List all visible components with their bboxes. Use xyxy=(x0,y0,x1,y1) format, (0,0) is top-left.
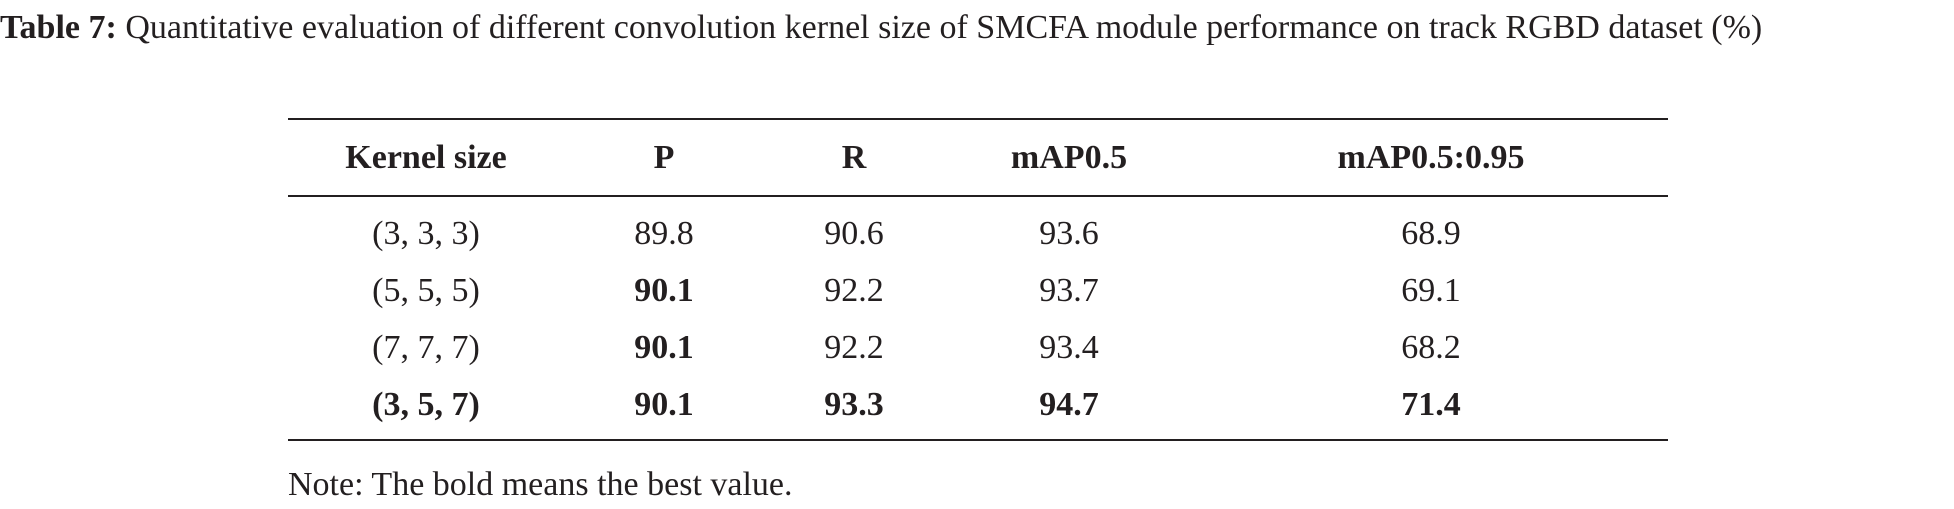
header-map05-095: mAP0.5:0.95 xyxy=(1337,138,1525,176)
cell-p: 90.1 xyxy=(634,271,694,309)
cell-r: 92.2 xyxy=(824,271,884,309)
cell-r: 92.2 xyxy=(824,328,884,366)
cell-map05: 93.4 xyxy=(1039,328,1099,366)
header-p: P xyxy=(653,138,675,176)
cell-kernel-size: (5, 5, 5) xyxy=(372,271,480,309)
cell-r: 90.6 xyxy=(824,214,884,252)
cell-map05-095: 68.9 xyxy=(1401,214,1461,252)
cell-p: 90.1 xyxy=(634,328,694,366)
table-row: (3, 3, 3) 89.8 90.6 93.6 68.9 xyxy=(288,196,1668,262)
cell-map05-095: 68.2 xyxy=(1401,328,1461,366)
results-table-container: Kernel size P R mAP0.5 mAP0.5:0.95 (3, 3… xyxy=(288,118,1668,441)
caption-label: Table 7: xyxy=(0,9,117,46)
cell-map05: 93.7 xyxy=(1039,271,1099,309)
cell-map05-095: 71.4 xyxy=(1401,385,1461,423)
cell-kernel-size: (3, 5, 7) xyxy=(372,385,480,423)
table-row: (5, 5, 5) 90.1 92.2 93.7 69.1 xyxy=(288,262,1668,319)
cell-kernel-size: (3, 3, 3) xyxy=(372,214,480,252)
cell-map05: 94.7 xyxy=(1039,385,1099,423)
header-map05: mAP0.5 xyxy=(1010,138,1128,176)
cell-map05-095: 69.1 xyxy=(1401,271,1461,309)
table-row: (7, 7, 7) 90.1 92.2 93.4 68.2 xyxy=(288,319,1668,376)
caption-text: Quantitative evaluation of different con… xyxy=(125,9,1763,46)
cell-p: 89.8 xyxy=(634,214,694,252)
table-header-row: Kernel size P R mAP0.5 mAP0.5:0.95 xyxy=(288,119,1668,196)
header-r: R xyxy=(841,138,867,176)
table-row: (3, 5, 7) 90.1 93.3 94.7 71.4 xyxy=(288,376,1668,440)
cell-map05: 93.6 xyxy=(1039,214,1099,252)
cell-r: 93.3 xyxy=(824,385,884,423)
header-kernel-size: Kernel size xyxy=(345,138,507,176)
cell-p: 90.1 xyxy=(634,385,694,423)
table-caption: Table 7: Quantitative evaluation of diff… xyxy=(0,4,1954,51)
table-note: Note: The bold means the best value. xyxy=(288,466,793,503)
results-table: Kernel size P R mAP0.5 mAP0.5:0.95 (3, 3… xyxy=(288,118,1668,441)
cell-kernel-size: (7, 7, 7) xyxy=(372,328,480,366)
